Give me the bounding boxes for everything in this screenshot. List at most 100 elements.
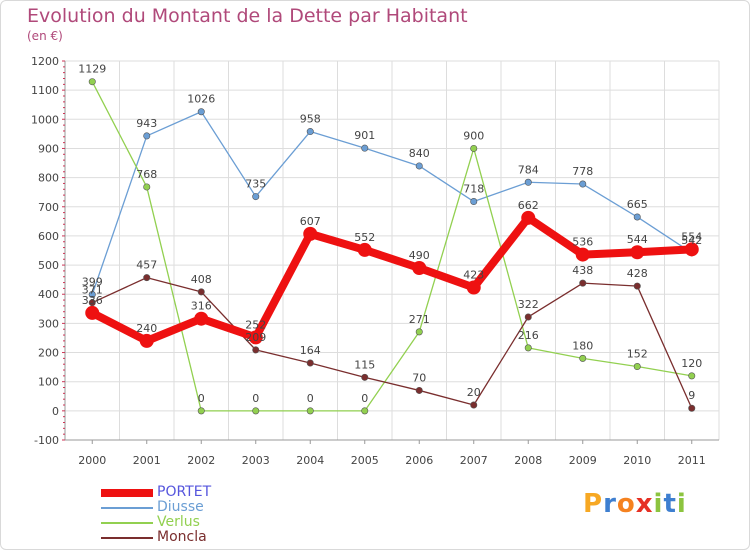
x-tick-label: 2007 — [460, 454, 488, 467]
y-tick-label: 400 — [38, 288, 59, 301]
data-label-portet: 423 — [463, 269, 484, 282]
data-label-verlus: 0 — [307, 392, 314, 405]
data-point-portet — [303, 226, 318, 241]
data-point-diusse — [361, 144, 369, 152]
data-label-moncla: 115 — [354, 358, 375, 371]
data-point-verlus — [197, 407, 205, 415]
data-label-diusse: 958 — [300, 113, 321, 126]
data-label-diusse: 542 — [681, 234, 702, 247]
x-axis-ticks: 2000 2001 2002 2003 2004 2005 2006 2007 2008 2009… — [78, 440, 706, 467]
data-point-moncla — [252, 346, 260, 354]
data-label-verlus: 768 — [136, 168, 157, 181]
legend-swatch-verlus — [101, 522, 153, 524]
data-point-moncla — [688, 404, 696, 412]
y-tick-label: 100 — [38, 376, 59, 389]
data-point-diusse — [633, 213, 641, 221]
x-tick-label: 2004 — [296, 454, 324, 467]
data-label-diusse: 399 — [82, 276, 103, 289]
data-label-verlus: 0 — [252, 392, 259, 405]
data-label-portet: 252 — [245, 318, 266, 331]
data-label-moncla: 9 — [688, 389, 695, 402]
data-point-portet — [575, 247, 590, 262]
data-label-verlus: 216 — [518, 329, 539, 342]
series-line-portet — [88, 213, 696, 345]
data-label-moncla: 70 — [412, 371, 426, 384]
data-point-portet — [466, 280, 481, 295]
data-label-verlus: 900 — [463, 129, 484, 142]
data-point-diusse — [143, 132, 151, 140]
data-point-portet — [194, 311, 209, 326]
data-label-portet: 662 — [518, 199, 539, 212]
data-label-portet: 544 — [627, 233, 648, 246]
x-tick-label: 2000 — [78, 454, 106, 467]
data-point-portet — [630, 245, 645, 260]
data-label-portet: 316 — [191, 300, 212, 313]
y-tick-label: 600 — [38, 230, 59, 243]
logo-letter: i — [676, 489, 687, 519]
logo-letter: t — [663, 489, 677, 519]
y-tick-label: 300 — [38, 317, 59, 330]
data-label-moncla: 322 — [518, 298, 539, 311]
x-tick-label: 2008 — [514, 454, 542, 467]
proxiti-logo: Proxiti — [583, 489, 687, 519]
data-label-portet: 240 — [136, 322, 157, 335]
data-point-verlus — [524, 344, 532, 352]
data-point-verlus — [143, 183, 151, 191]
data-label-moncla: 20 — [467, 386, 481, 399]
x-tick-label: 2001 — [133, 454, 161, 467]
logo-letter: P — [583, 489, 604, 519]
legend-swatch-moncla — [101, 537, 153, 539]
chart-title: Evolution du Montant de la Dette par Hab… — [27, 5, 468, 27]
data-point-verlus — [415, 328, 423, 336]
data-point-portet — [412, 260, 427, 275]
data-labels: 336 240 316 252 607 552 490 423 662 536 544 554 399 9… — [78, 63, 702, 405]
series-group — [85, 78, 699, 415]
series-line-moncla — [91, 276, 693, 409]
data-label-verlus: 0 — [198, 392, 205, 405]
data-label-portet: 490 — [409, 249, 430, 262]
data-label-diusse: 718 — [463, 183, 484, 196]
series-line-verlus — [91, 81, 693, 412]
data-label-moncla: 209 — [245, 331, 266, 344]
data-point-diusse — [470, 198, 478, 206]
data-point-diusse — [415, 162, 423, 170]
data-point-diusse — [252, 193, 260, 201]
logo-letter: i — [653, 489, 664, 519]
legend-label-diusse: Diusse — [157, 499, 204, 515]
axes — [64, 61, 719, 441]
data-point-verlus — [579, 354, 587, 362]
data-label-diusse: 778 — [572, 165, 593, 178]
data-label-verlus: 120 — [681, 357, 702, 370]
data-label-moncla: 457 — [136, 259, 157, 272]
data-point-portet — [139, 333, 154, 348]
data-label-verlus: 0 — [361, 392, 368, 405]
data-label-diusse: 901 — [354, 129, 375, 142]
y-tick-label: 200 — [38, 347, 59, 360]
data-point-moncla — [415, 386, 423, 394]
legend-label-portet: PORTET — [157, 484, 212, 500]
data-point-moncla — [197, 288, 205, 296]
y-tick-label: 700 — [38, 201, 59, 214]
chart-subtitle: (en €) — [27, 29, 63, 43]
y-tick-label: 500 — [38, 259, 59, 272]
y-tick-label: 900 — [38, 142, 59, 155]
data-point-portet — [521, 210, 536, 225]
x-tick-label: 2002 — [187, 454, 215, 467]
legend-swatch-portet — [101, 489, 153, 497]
data-label-verlus: 271 — [409, 313, 430, 326]
data-point-portet — [357, 242, 372, 257]
data-point-moncla — [633, 282, 641, 290]
logo-letter: o — [616, 489, 636, 519]
data-label-portet: 607 — [300, 215, 321, 228]
data-point-verlus — [633, 363, 641, 371]
x-tick-label: 2010 — [623, 454, 651, 467]
data-label-diusse: 665 — [627, 198, 648, 211]
data-point-diusse — [197, 108, 205, 116]
data-label-diusse: 784 — [518, 163, 539, 176]
data-label-diusse: 1026 — [187, 93, 215, 106]
data-point-diusse — [88, 291, 96, 299]
data-point-portet — [684, 242, 699, 257]
x-tick-label: 2006 — [405, 454, 433, 467]
y-axis-ticks: -100 0 100 200 300 400 500 600 700 800 900 1000 1100… — [31, 55, 65, 447]
data-label-moncla: 438 — [572, 264, 593, 277]
